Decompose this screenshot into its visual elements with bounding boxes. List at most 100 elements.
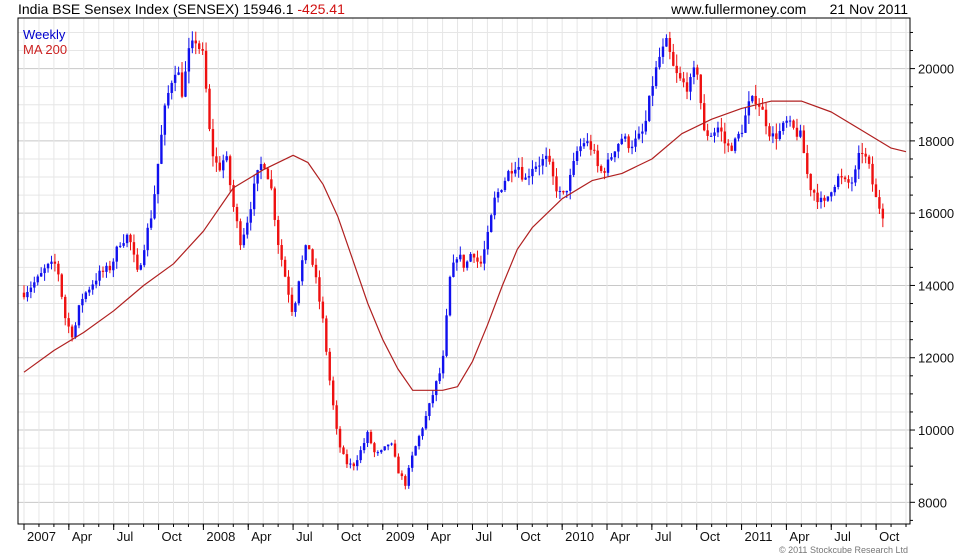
grid <box>18 18 910 524</box>
weekly-bar <box>548 155 551 162</box>
weekly-bar <box>623 136 627 139</box>
weekly-bar <box>654 67 658 86</box>
weekly-bar <box>146 227 149 251</box>
weekly-bar <box>603 171 606 173</box>
weekly-bar <box>507 171 510 181</box>
weekly-bar <box>311 249 314 265</box>
weekly-bar <box>551 161 555 177</box>
weekly-bar <box>850 182 854 184</box>
weekly-bar <box>486 231 489 250</box>
weekly-bar <box>266 168 270 180</box>
x-tick-label: Apr <box>251 529 272 544</box>
weekly-bar <box>307 245 311 250</box>
weekly-bar <box>386 444 390 447</box>
weekly-bar <box>775 133 778 139</box>
weekly-bar <box>70 326 74 338</box>
weekly-bar <box>101 270 105 272</box>
weekly-bar <box>225 156 228 161</box>
weekly-bar <box>50 261 53 264</box>
x-tick-label: 2010 <box>565 529 594 544</box>
weekly-bar <box>864 153 867 157</box>
weekly-bar <box>290 294 294 312</box>
weekly-bar <box>91 284 94 290</box>
weekly-bar <box>252 183 256 210</box>
weekly-bar <box>259 164 263 171</box>
weekly-bar <box>64 296 67 319</box>
weekly-bar <box>459 254 462 260</box>
weekly-bar <box>277 219 280 246</box>
weekly-bar <box>661 46 665 57</box>
weekly-bar <box>94 280 98 285</box>
weekly-bar <box>33 282 36 288</box>
weekly-bar <box>280 245 283 260</box>
weekly-bar <box>706 130 709 136</box>
weekly-bar <box>733 138 737 151</box>
x-tick-label: Oct <box>700 529 721 544</box>
weekly-bar <box>696 67 699 75</box>
plot-frame <box>17 17 915 530</box>
weekly-bar <box>132 242 136 255</box>
weekly-bar <box>53 261 57 264</box>
weekly-bar <box>414 446 417 456</box>
weekly-bar <box>218 162 222 171</box>
weekly-bar <box>857 152 860 170</box>
weekly-bar <box>438 373 441 382</box>
source-site[interactable]: www.fullermoney.com <box>671 1 807 17</box>
weekly-bar <box>263 164 266 169</box>
chart-date: 21 Nov 2011 <box>829 1 908 17</box>
weekly-bar <box>191 40 194 49</box>
x-tick-label: Apr <box>72 529 93 544</box>
weekly-bar <box>555 176 558 192</box>
weekly-bar <box>809 173 812 191</box>
weekly-bar <box>118 245 122 247</box>
x-tick-label: Jul <box>475 529 492 544</box>
weekly-bar <box>658 56 661 68</box>
weekly-bar <box>534 166 538 169</box>
weekly-bar <box>812 190 816 193</box>
chart-title: India BSE Sensex Index (SENSEX) <box>18 1 239 17</box>
weekly-bar <box>730 145 733 151</box>
legend: Weekly MA 200 <box>23 27 67 57</box>
weekly-bar <box>699 74 702 104</box>
weekly-bar <box>242 234 246 246</box>
weekly-bar <box>270 179 273 189</box>
weekly-bar <box>819 197 823 203</box>
weekly-bar <box>682 78 685 83</box>
weekly-bar <box>149 218 153 228</box>
weekly-bar <box>338 428 342 448</box>
weekly-bar <box>112 261 115 271</box>
weekly-bar <box>366 431 369 444</box>
weekly-bar <box>445 315 448 356</box>
y-axis-labels: 8000 10000 12000 14000 16000 18000 20000 <box>918 62 954 511</box>
weekly-bar <box>751 95 754 102</box>
weekly-bar <box>593 149 596 151</box>
weekly-bar <box>321 301 325 319</box>
weekly-bar <box>139 265 143 270</box>
y-tick-label: 10000 <box>918 423 954 438</box>
legend-weekly: Weekly <box>23 27 66 42</box>
weekly-bar <box>490 215 493 232</box>
weekly-bar <box>627 136 630 149</box>
x-tick-label: Oct <box>341 529 362 544</box>
price-change: -425.41 <box>297 1 345 17</box>
weekly-bar <box>156 163 160 195</box>
weekly-bar <box>60 274 63 297</box>
weekly-bar <box>881 208 885 219</box>
weekly-bar <box>689 77 692 92</box>
weekly-bar <box>565 190 568 193</box>
x-tick-label: Oct <box>879 529 900 544</box>
weekly-bar <box>668 38 672 52</box>
weekly-bar <box>761 106 764 110</box>
x-tick-label: Apr <box>789 529 810 544</box>
weekly-bar <box>737 133 740 139</box>
weekly-bar <box>67 318 70 327</box>
weekly-bar <box>703 103 706 131</box>
weekly-bar <box>88 289 91 293</box>
weekly-bar <box>599 166 603 172</box>
weekly-bar <box>544 155 548 160</box>
weekly-bar <box>74 325 77 338</box>
weekly-bar <box>854 169 857 183</box>
weekly-bar <box>840 176 843 178</box>
copyright: © 2011 Stockcube Research Ltd <box>778 545 908 555</box>
weekly-bar <box>301 260 304 282</box>
